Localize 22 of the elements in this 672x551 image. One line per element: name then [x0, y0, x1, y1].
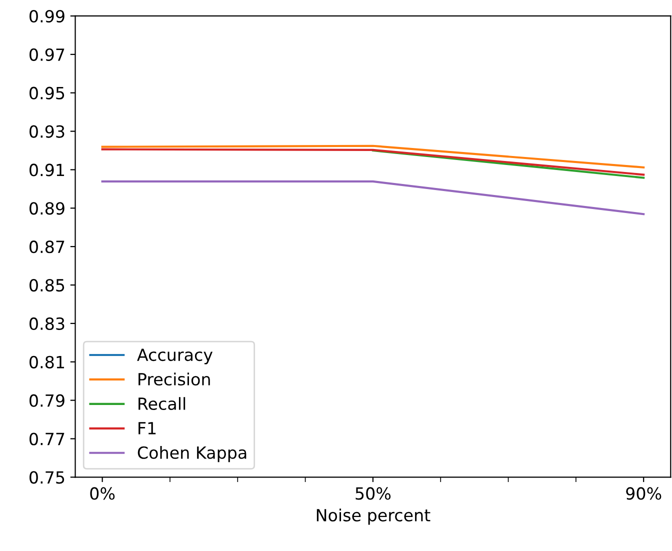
legend-label: Recall — [138, 397, 186, 410]
y-tick-label: 0.91 — [30, 164, 64, 176]
x-tick-label: 90% — [626, 487, 662, 500]
y-tick-label: 0.77 — [30, 432, 64, 446]
y-tick-label: 0.97 — [30, 48, 64, 61]
y-tick-label: 0.87 — [30, 240, 64, 254]
y-tick-label: 0.93 — [30, 125, 64, 138]
y-tick-label: 0.85 — [30, 278, 64, 292]
legend-label: Precision — [138, 372, 210, 386]
y-tick-label: 0.81 — [30, 356, 64, 368]
legend-label: Cohen Kappa — [138, 446, 246, 462]
legend-label: Accuracy — [137, 348, 213, 364]
y-tick-label: 0.75 — [30, 471, 64, 484]
x-axis-title: Noise percent — [316, 508, 430, 525]
x-tick-label: 50% — [356, 487, 391, 500]
y-tick-label: 0.79 — [30, 394, 64, 407]
y-tick-label: 0.89 — [30, 202, 64, 215]
y-tick-label: 0.99 — [30, 10, 64, 23]
x-tick-label: 0% — [90, 487, 115, 500]
legend-label: F1 — [138, 422, 156, 434]
y-tick-label: 0.95 — [30, 86, 64, 100]
y-tick-label: 0.83 — [30, 317, 64, 330]
